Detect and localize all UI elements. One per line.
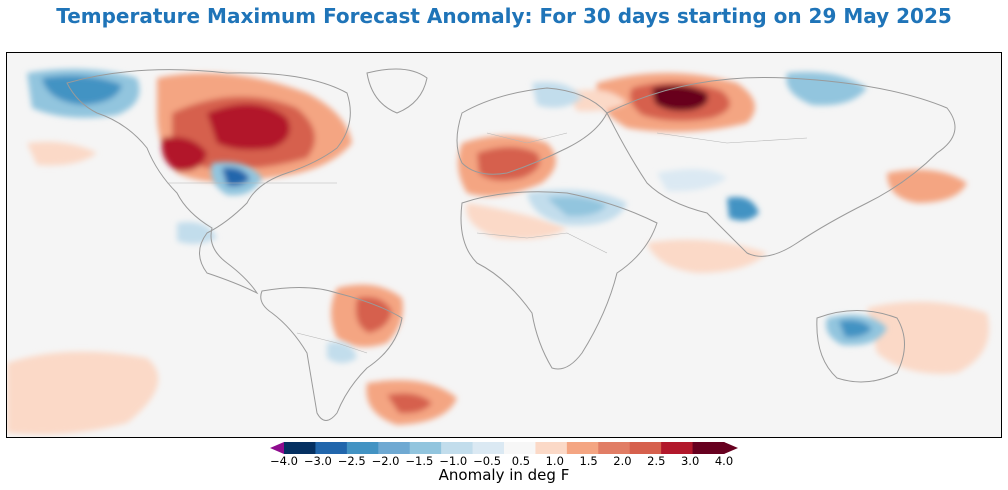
colorbar-tick-label: −0.5	[473, 454, 502, 468]
colorbar-segment	[284, 442, 316, 454]
colorbar-tick-label: 1.0	[545, 454, 564, 468]
colorbar-segment	[504, 442, 536, 454]
colorbar-segment	[692, 442, 725, 454]
colorbar-segment	[378, 442, 411, 454]
colorbar-over-arrow	[724, 442, 738, 454]
colorbar-segment	[629, 442, 662, 454]
colorbar-segment	[535, 442, 568, 454]
anomaly-map	[6, 52, 1002, 438]
colorbar-segment	[346, 442, 379, 454]
colorbar-tick-label: 4.0	[714, 454, 734, 468]
colorbar-under-arrow	[270, 442, 284, 454]
colorbar-segment	[315, 442, 348, 454]
colorbar-tick-label: −4.0	[270, 454, 298, 468]
colorbar-tick-label: −3.0	[303, 454, 332, 468]
colorbar-segment	[661, 442, 694, 454]
colorbar-segment	[598, 442, 631, 454]
colorbar-tick-label: 3.0	[680, 454, 700, 468]
map-title: Temperature Maximum Forecast Anomaly: Fo…	[56, 4, 952, 28]
cool-anomaly-regions	[27, 69, 887, 363]
colorbar-tick-label: 2.5	[647, 454, 666, 468]
colorbar-tick-label: 2.0	[613, 454, 632, 468]
colorbar-tick-label: −2.5	[337, 454, 366, 468]
colorbar	[270, 442, 738, 454]
colorbar-segment	[409, 442, 442, 454]
colorbar-label: Anomaly in deg F	[438, 466, 570, 484]
colorbar-segment	[441, 442, 474, 454]
colorbar-tick-label: 0.5	[511, 454, 531, 468]
colorbar-tick-label: −2.0	[371, 454, 400, 468]
colorbar-segment	[472, 442, 505, 454]
colorbar-segment	[566, 442, 599, 454]
colorbar-tick-label: −1.5	[405, 454, 434, 468]
country-borders	[167, 132, 808, 354]
warm-anomaly-regions	[7, 73, 989, 435]
colorbar-ticks: −4.0 −3.0 −2.5 −2.0 −1.5 −1.0 −0.5 0.5 1.0 1.5 2.0…	[0, 454, 1008, 468]
colorbar-tick-label: −1.0	[439, 454, 468, 468]
colorbar-tick-label: 1.5	[579, 454, 598, 468]
coastlines	[66, 68, 956, 421]
